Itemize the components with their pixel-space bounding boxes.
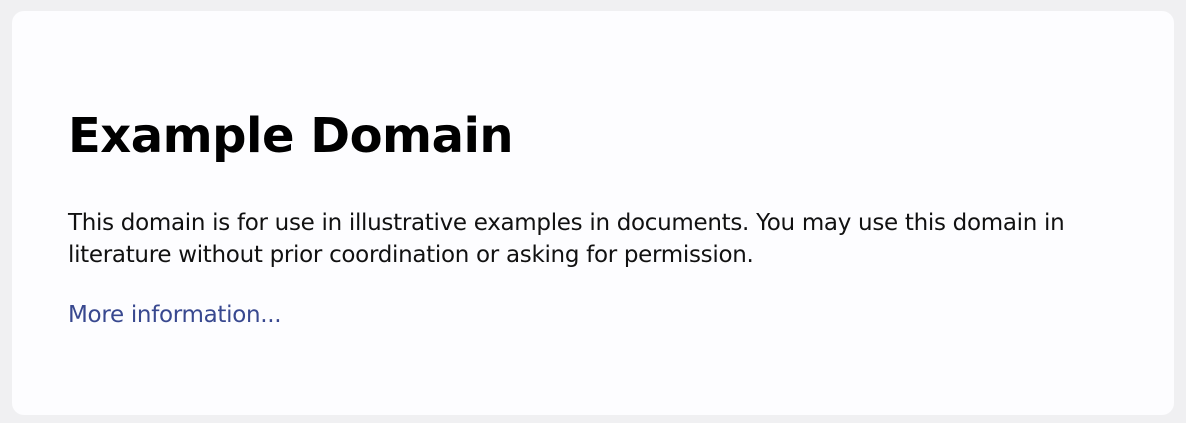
- page-title: Example Domain: [68, 108, 514, 164]
- content-card: Example Domain This domain is for use in…: [12, 11, 1174, 415]
- more-information-link[interactable]: More information...: [68, 302, 282, 328]
- more-info-paragraph: More information...: [68, 299, 282, 331]
- description-text: This domain is for use in illustrative e…: [68, 210, 1065, 268]
